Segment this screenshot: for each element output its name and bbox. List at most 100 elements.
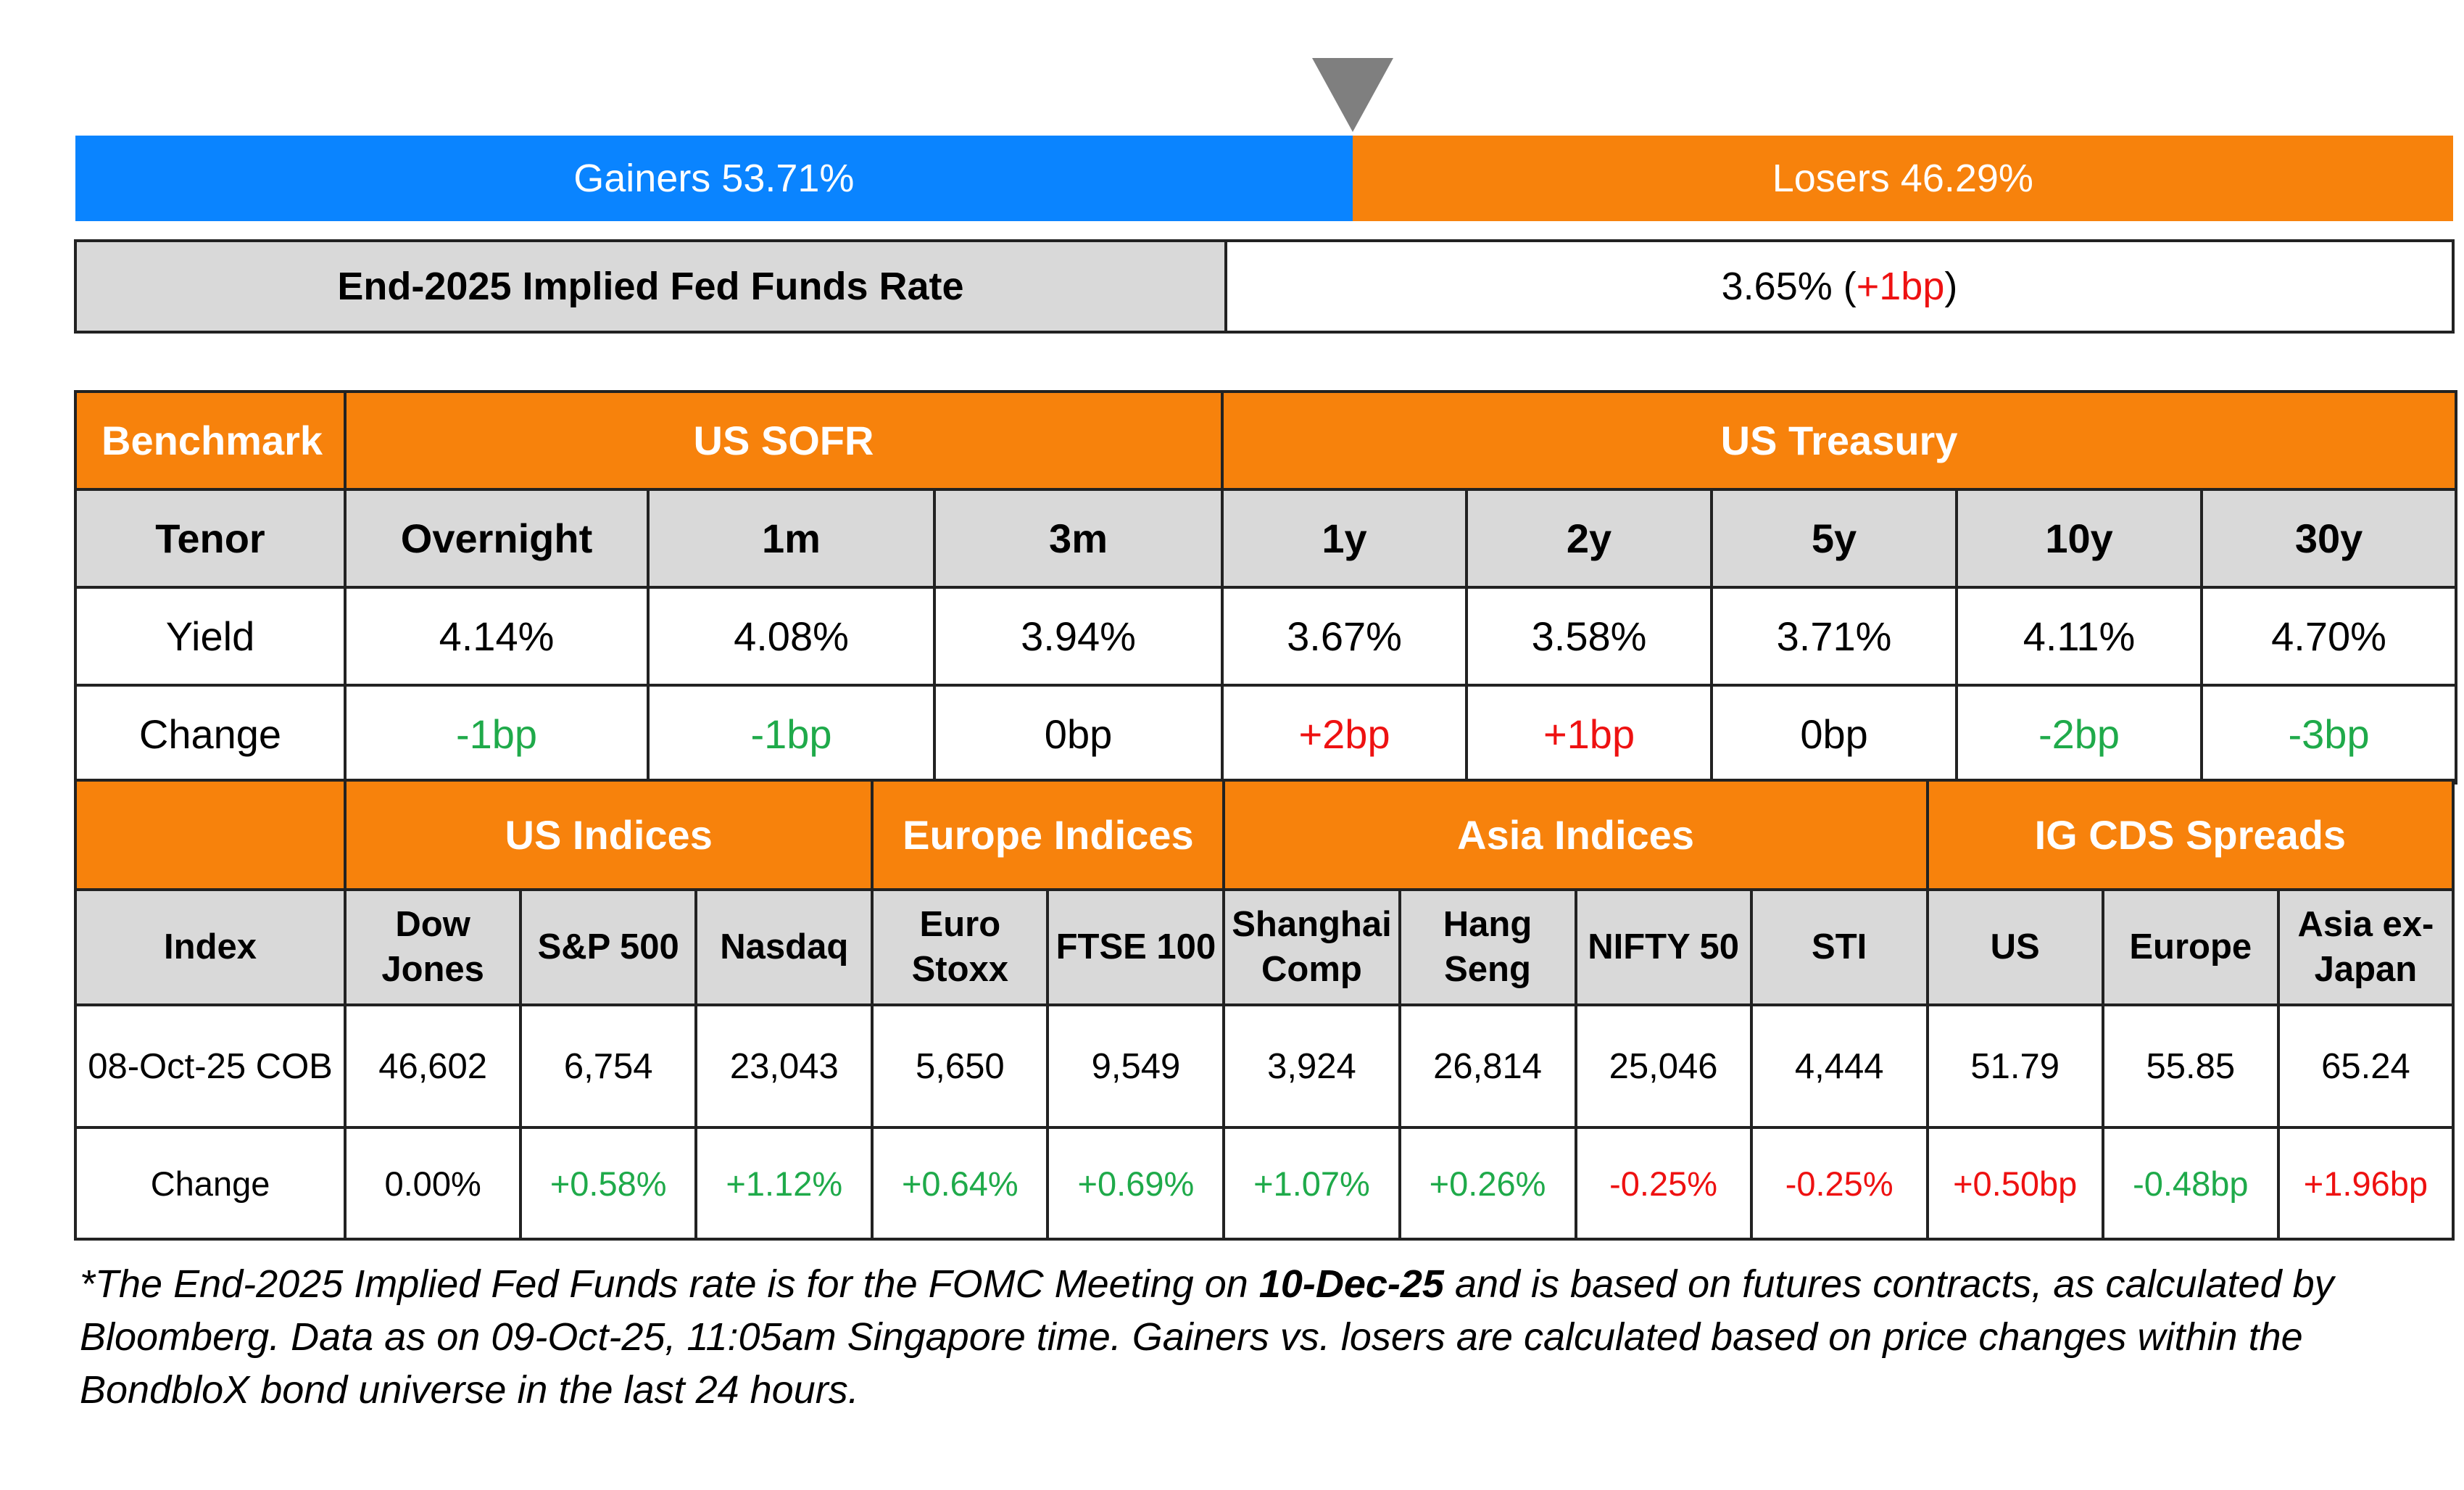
- fed-funds-label: End-2025 Implied Fed Funds Rate: [77, 242, 1227, 331]
- index-name-cell: Asia ex- Japan: [2276, 888, 2455, 1006]
- rates-table: Benchmark US SOFR US Treasury Tenor Over…: [74, 390, 2458, 785]
- tenor-cell: 1m: [647, 488, 936, 589]
- index-name-cell: US: [1925, 888, 2104, 1006]
- fed-funds-close-paren: ): [1944, 265, 1958, 308]
- tenor-cell: 1y: [1221, 488, 1469, 589]
- rate-change-cell: +2bp: [1221, 684, 1469, 785]
- tenor-cell: 3m: [932, 488, 1224, 589]
- index-change-cell: +1.07%: [1222, 1126, 1401, 1241]
- index-name-line1: Hang: [1443, 905, 1532, 945]
- index-change-cell: +0.26%: [1398, 1126, 1577, 1241]
- rate-change-cell: -1bp: [647, 684, 936, 785]
- tenor-cell: 5y: [1710, 488, 1959, 589]
- footnote-text-1: *The End-2025 Implied Fed Funds rate is …: [80, 1262, 1259, 1306]
- asia-indices-header: Asia Indices: [1222, 779, 1929, 891]
- yield-cell: 4.08%: [647, 586, 936, 687]
- rate-change-cell: 0bp: [1710, 684, 1959, 785]
- us-indices-header: US Indices: [344, 779, 874, 891]
- cds-spreads-header: IG CDS Spreads: [1925, 779, 2455, 891]
- index-name-cell: NIFTY 50: [1574, 888, 1753, 1006]
- index-name-line1: Euro: [919, 905, 1001, 945]
- footnote-text-2: and is based on futures contracts, as ca…: [80, 1262, 2334, 1412]
- indices-blank-header: [73, 779, 347, 891]
- losers-label: Losers 46.29%: [1772, 157, 2033, 200]
- fed-funds-box: End-2025 Implied Fed Funds Rate 3.65% (+…: [74, 239, 2455, 334]
- rate-change-cell: 0bp: [932, 684, 1224, 785]
- index-name-line2: Stoxx: [911, 949, 1009, 989]
- index-change-cell: +0.69%: [1046, 1126, 1226, 1241]
- index-change-cell: +1.12%: [694, 1126, 874, 1241]
- gainers-losers-indicator: Gainers 53.71% Losers 46.29%: [75, 58, 2453, 221]
- tenor-row: Tenor Overnight 1m 3m 1y 2y 5y 10y 30y: [74, 488, 2458, 589]
- index-name-cell: Hang Seng: [1398, 888, 1577, 1006]
- index-name-cell: Dow Jones: [344, 888, 523, 1006]
- index-name-cell: Europe: [2101, 888, 2280, 1006]
- fed-funds-value: 3.65% (+1bp): [1227, 242, 2452, 331]
- rate-change-label: Change: [74, 684, 347, 785]
- index-change-row: Change 0.00% +0.58% +1.12% +0.64% +0.69% +1.0…: [73, 1126, 2455, 1241]
- rate-change-cell: -2bp: [1955, 684, 2204, 785]
- rates-header-row: Benchmark US SOFR US Treasury: [74, 390, 2458, 491]
- index-value-cell: 6,754: [519, 1003, 698, 1129]
- index-change-cell: +0.64%: [871, 1126, 1050, 1241]
- index-name-line1: Shanghai: [1232, 905, 1392, 945]
- indices-header-row: US Indices Europe Indices Asia Indices I…: [73, 779, 2455, 891]
- footnote: *The End-2025 Implied Fed Funds rate is …: [80, 1258, 2428, 1417]
- yield-cell: 3.94%: [932, 586, 1224, 687]
- yield-cell: 3.67%: [1221, 586, 1469, 687]
- index-name-line2: Comp: [1261, 949, 1362, 989]
- fed-funds-rate: 3.65% (: [1721, 265, 1857, 308]
- yield-cell: 3.71%: [1710, 586, 1959, 687]
- index-value-cell: 26,814: [1398, 1003, 1577, 1129]
- index-name-line1: Nasdaq: [720, 927, 849, 967]
- europe-indices-header: Europe Indices: [871, 779, 1226, 891]
- yield-cell: 4.70%: [2200, 586, 2458, 687]
- losers-segment: Losers 46.29%: [1352, 136, 2453, 221]
- rate-change-row: Change -1bp -1bp 0bp +2bp +1bp 0bp -2bp -3bp: [74, 684, 2458, 785]
- fed-funds-change: +1bp: [1856, 265, 1945, 308]
- index-name-cell: Shanghai Comp: [1222, 888, 1401, 1006]
- index-value-cell: 9,549: [1046, 1003, 1226, 1129]
- yield-cell: 4.14%: [344, 586, 650, 687]
- rate-change-cell: -3bp: [2200, 684, 2458, 785]
- yield-label: Yield: [74, 586, 347, 687]
- yield-cell: 3.58%: [1465, 586, 1714, 687]
- split-marker-triangle-icon: [1311, 58, 1393, 132]
- index-names-row: Index Dow Jones S&P 500 Nasdaq Euro Stoxx FTSE…: [73, 888, 2455, 1006]
- yield-cell: 4.11%: [1955, 586, 2204, 687]
- gainers-losers-bar: Gainers 53.71% Losers 46.29%: [75, 136, 2453, 221]
- index-value-cell: 3,924: [1222, 1003, 1401, 1129]
- footnote-meeting-date: 10-Dec-25: [1258, 1262, 1444, 1306]
- index-value-cell: 5,650: [871, 1003, 1050, 1129]
- yield-row: Yield 4.14% 4.08% 3.94% 3.67% 3.58% 3.71% 4.11…: [74, 586, 2458, 687]
- index-name-line1: Europe: [2129, 927, 2252, 967]
- index-name-line2: Seng: [1444, 949, 1531, 989]
- index-name-line1: FTSE 100: [1055, 927, 1216, 967]
- index-change-label: Change: [73, 1126, 347, 1241]
- index-name-line1: Asia ex-: [2297, 905, 2434, 945]
- index-label: Index: [73, 888, 347, 1006]
- index-values-row: 08-Oct-25 COB 46,602 6,754 23,043 5,650 9,54…: [73, 1003, 2455, 1129]
- index-change-cell: 0.00%: [344, 1126, 523, 1241]
- index-name-line2: Jones: [381, 949, 484, 989]
- index-name-line1: Dow: [395, 905, 470, 945]
- index-value-cell: 4,444: [1749, 1003, 1929, 1129]
- index-name-line1: S&P 500: [537, 927, 679, 967]
- index-name-cell: S&P 500: [519, 888, 698, 1006]
- index-name-cell: Nasdaq: [694, 888, 874, 1006]
- index-change-cell: -0.25%: [1749, 1126, 1929, 1241]
- treasury-header: US Treasury: [1221, 390, 2458, 491]
- index-name-line1: US: [1990, 927, 2040, 967]
- sofr-header: US SOFR: [343, 390, 1224, 491]
- index-name-line1: STI: [1812, 927, 1867, 967]
- gainers-segment: Gainers 53.71%: [75, 136, 1353, 221]
- date-label: 08-Oct-25 COB: [73, 1003, 347, 1129]
- indices-table: US Indices Europe Indices Asia Indices I…: [73, 779, 2455, 1241]
- index-name-cell: FTSE 100: [1046, 888, 1226, 1006]
- index-change-cell: +1.96bp: [2276, 1126, 2455, 1241]
- gainers-label: Gainers 53.71%: [573, 157, 855, 200]
- index-value-cell: 65.24: [2276, 1003, 2455, 1129]
- index-value-cell: 23,043: [694, 1003, 874, 1129]
- index-name-cell: STI: [1749, 888, 1929, 1006]
- index-name-cell: Euro Stoxx: [871, 888, 1050, 1006]
